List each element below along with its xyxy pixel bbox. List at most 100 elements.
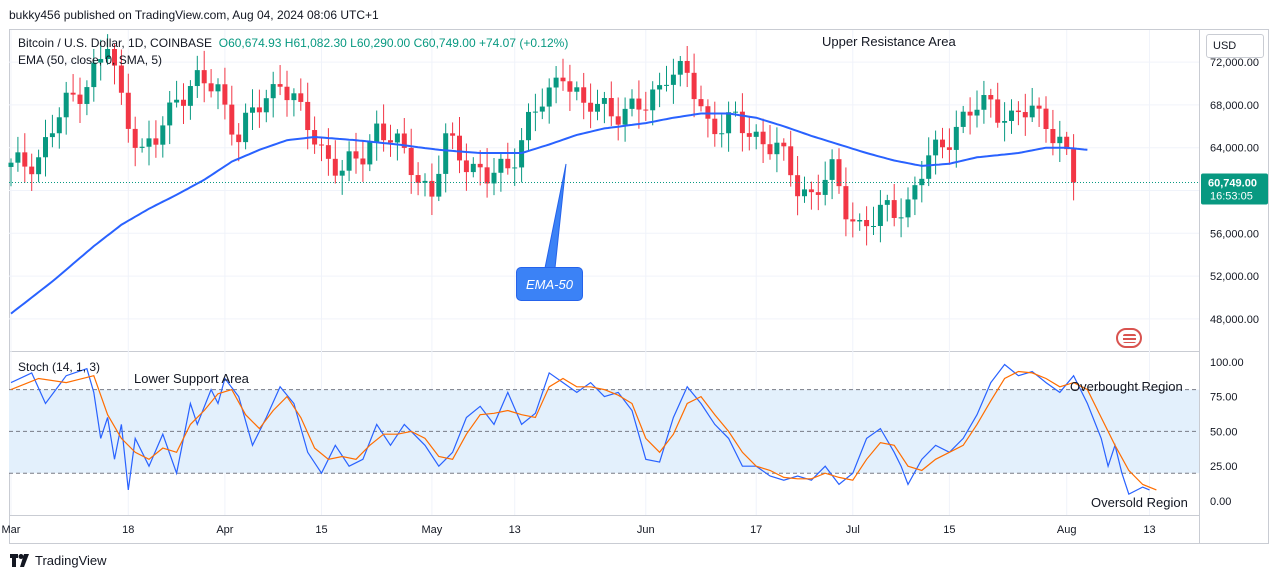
candle-body: [926, 155, 932, 179]
candle-body: [898, 217, 904, 219]
candle-body: [498, 158, 504, 173]
candle-body: [408, 147, 414, 176]
price-tick-label: 68,000.00: [1210, 100, 1259, 112]
footer-brand[interactable]: TradingView: [10, 553, 107, 568]
candle-body: [70, 92, 76, 95]
time-tick-label: Jun: [637, 524, 655, 536]
candle-body: [705, 106, 711, 119]
candle-body: [415, 175, 421, 183]
candle-body: [815, 192, 821, 195]
candle-body: [967, 111, 973, 116]
candle-body: [187, 86, 193, 106]
candle-body: [995, 99, 1001, 123]
candle-body: [698, 99, 704, 107]
candle-body: [767, 144, 773, 155]
candle-body: [401, 133, 407, 148]
candle-body: [615, 116, 621, 125]
candle-body: [974, 109, 980, 116]
candle-body: [546, 87, 552, 107]
candle-body: [443, 133, 449, 174]
candle-body: [843, 186, 849, 220]
stoch-tick-label: 50.00: [1210, 426, 1238, 438]
candle-body: [808, 189, 814, 193]
time-tick-label: Mar: [2, 524, 21, 536]
candle-body: [250, 107, 255, 113]
candle-body: [940, 139, 945, 148]
ema-callout[interactable]: EMA-50: [516, 267, 583, 301]
candle-body: [49, 133, 55, 138]
candle-body: [194, 70, 200, 87]
pane-separator[interactable]: [9, 351, 1199, 352]
candle-body: [484, 167, 490, 184]
candle-body: [1015, 110, 1021, 113]
us-flag-icon[interactable]: [1116, 328, 1142, 348]
stoch-tick-label: 25.00: [1210, 461, 1238, 473]
candle-body: [739, 111, 745, 134]
candle-body: [381, 123, 387, 141]
time-tick-label: Aug: [1057, 524, 1077, 536]
price-tick-label: 72,000.00: [1210, 57, 1259, 69]
candle-body: [746, 133, 752, 137]
candle-body: [181, 99, 186, 106]
candle-body: [505, 158, 511, 169]
ema-line: [10, 112, 1088, 315]
candle-body: [167, 102, 173, 126]
candle-body: [8, 162, 14, 167]
candle-body: [795, 175, 801, 197]
candle-body: [650, 89, 656, 111]
candle-body: [643, 109, 649, 111]
candle-body: [1036, 105, 1042, 109]
time-tick-label: 15: [315, 524, 327, 536]
candle-body: [1022, 112, 1028, 118]
last-price-label: 60,749.00: [1208, 177, 1257, 189]
time-tick-label: 15: [943, 524, 955, 536]
candle-body: [822, 179, 828, 195]
candle-body: [857, 219, 863, 222]
candle-body: [884, 200, 890, 205]
currency-button[interactable]: USD: [1206, 34, 1264, 58]
candle-body: [470, 163, 476, 173]
candle-body: [450, 133, 456, 136]
candle-body: [664, 84, 669, 86]
candle-body: [636, 98, 642, 110]
stoch-line-d: [10, 370, 1157, 491]
price-axis[interactable]: [1199, 29, 1269, 544]
stoch-legend[interactable]: Stoch (14, 1, 3): [18, 360, 101, 374]
candle-body: [463, 160, 469, 173]
ema-legend[interactable]: EMA (50, close, 0, SMA, 5): [18, 53, 163, 67]
candle-body: [332, 158, 338, 176]
candle-body: [29, 166, 35, 175]
candle-body: [229, 104, 235, 135]
candle-body: [781, 142, 787, 147]
candle-body: [201, 70, 207, 84]
symbol-label[interactable]: Bitcoin / U.S. Dollar, 1D, COINBASE: [18, 36, 213, 50]
price-legend: Bitcoin / U.S. Dollar, 1D, COINBASE O60,…: [18, 35, 568, 69]
candle-body: [891, 200, 897, 218]
candle-body: [1002, 120, 1008, 123]
candle-body: [788, 146, 794, 176]
candle-body: [733, 111, 738, 113]
candle-body: [263, 98, 269, 113]
chart-frame: [9, 29, 1269, 544]
candle-body: [243, 112, 249, 143]
candle-body: [574, 87, 580, 92]
candle-body: [608, 98, 614, 117]
candle-body: [670, 74, 676, 85]
candle-body: [91, 62, 97, 88]
candle-body: [553, 77, 559, 88]
stoch-pane: [9, 363, 1199, 495]
candle-body: [988, 95, 994, 100]
candle-body: [1071, 149, 1077, 183]
candle-body: [388, 140, 393, 143]
candle-body: [981, 95, 987, 110]
price-tick-label: 64,000.00: [1210, 143, 1259, 155]
candle-body: [1057, 136, 1063, 144]
candle-body: [953, 126, 959, 150]
candle-body: [912, 185, 918, 200]
candle-body: [657, 85, 663, 90]
candle-body: [36, 157, 42, 175]
candle-body: [153, 138, 159, 145]
stoch-tick-label: 0.00: [1210, 496, 1231, 508]
candle-body: [277, 84, 283, 87]
